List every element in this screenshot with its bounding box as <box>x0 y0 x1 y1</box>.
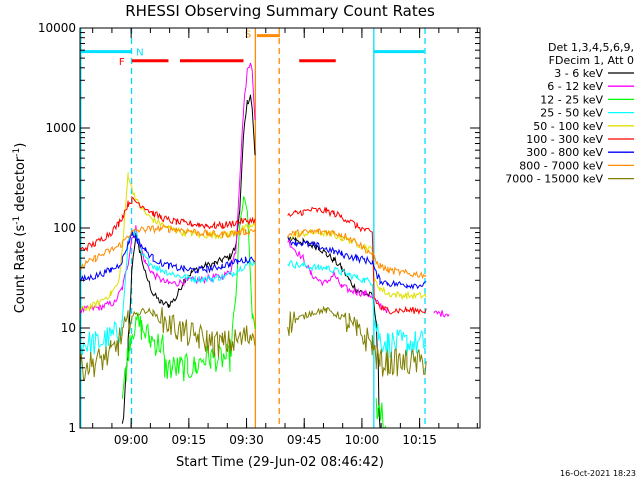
x-tick-label: 10:00 <box>345 433 380 447</box>
legend-header-line1: Det 1,3,4,5,6,9, <box>548 41 634 54</box>
y-axis-label-sup1: -1 <box>12 216 22 225</box>
series-line-800-7000keV <box>80 224 427 280</box>
series-line-6-12keV <box>80 62 450 318</box>
x-tick-label: 09:45 <box>287 433 322 447</box>
series-line-100-300keV <box>80 196 427 316</box>
y-axis-label-part1: Count Rate (s <box>13 225 28 314</box>
legend: Det 1,3,4,5,6,9, FDecim 1, Att 0 3 - 6 k… <box>505 41 634 186</box>
axes: 1 10 100 1000 10000 09:00 09:15 09:30 09:45 10:00… <box>38 21 480 447</box>
saa-flag-label: S <box>245 30 251 41</box>
series-line-12-25keV <box>121 196 387 428</box>
legend-entry-label: 100 - 300 keV <box>526 133 603 146</box>
legend-entry-label: 3 - 6 keV <box>554 67 603 80</box>
y-tick-label: 1 <box>68 421 76 435</box>
legend-entry-label: 50 - 100 keV <box>533 120 603 133</box>
legend-entry-label: 12 - 25 keV <box>540 93 603 106</box>
y-axis-label-part3: ) <box>13 143 28 148</box>
series-line-25-50keV <box>80 229 427 359</box>
footer-timestamp: 16-Oct-2021 18:23 <box>560 469 636 478</box>
series-lines <box>80 62 450 428</box>
legend-entry-label: 6 - 12 keV <box>547 80 603 93</box>
y-axis-label-sup2: -1 <box>12 148 22 157</box>
y-axis-label-part2: detector <box>13 156 28 216</box>
series-line-300-800keV <box>80 229 427 290</box>
series-line-7000-15000keV <box>80 305 427 382</box>
legend-entry-label: 800 - 7000 keV <box>519 159 603 172</box>
y-axis-label: Count Rate (s-1 detector-1) <box>12 143 28 314</box>
plot-area: NF S <box>79 27 481 429</box>
legend-entry-label: 7000 - 15000 keV <box>505 173 603 186</box>
night-flag-label: N <box>136 48 143 59</box>
x-tick-label: 09:30 <box>229 433 264 447</box>
y-tick-label: 10000 <box>38 21 76 35</box>
chart-title: RHESSI Observing Summary Count Rates <box>125 2 435 20</box>
x-axis-label: Start Time (29-Jun-02 08:46:42) <box>176 455 384 470</box>
status-flags: NF S <box>80 30 425 68</box>
x-tick-label: 09:15 <box>172 433 207 447</box>
legend-entry-label: 300 - 800 keV <box>526 146 603 159</box>
plot-frame <box>79 27 481 429</box>
y-tick-label: 1000 <box>45 121 76 135</box>
x-tick-label: 09:00 <box>114 433 149 447</box>
legend-header-line2: FDecim 1, Att 0 <box>549 54 634 67</box>
flare-flag-label: F <box>119 57 125 68</box>
y-tick-label: 10 <box>61 321 76 335</box>
x-tick-label: 10:15 <box>402 433 437 447</box>
legend-entry-label: 25 - 50 keV <box>540 107 603 120</box>
y-tick-label: 100 <box>53 221 76 235</box>
